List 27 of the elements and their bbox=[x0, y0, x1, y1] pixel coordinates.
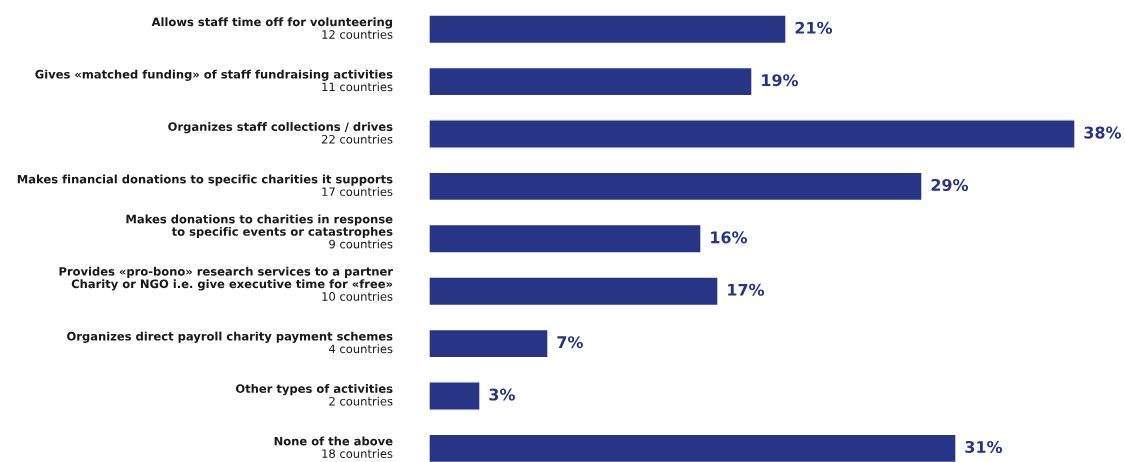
data-label: 29% bbox=[931, 178, 969, 192]
bar bbox=[429, 223, 702, 254]
y-tick-label: Provides «pro-bono» research services to a partner Charity or NGO i.e. give executive time for «free» 10 countries bbox=[59, 266, 393, 301]
data-label: 17% bbox=[728, 283, 765, 296]
bar bbox=[429, 381, 481, 411]
data-label: 31% bbox=[965, 440, 1003, 454]
bar bbox=[429, 14, 787, 45]
y-tick-label: Gives «matched funding» of staff fundraising activities 11 countries bbox=[35, 69, 393, 92]
bar bbox=[429, 433, 957, 462]
data-label: 16% bbox=[711, 231, 748, 244]
y-tick-label: Organizes direct payroll charity payment schemes 4 countries bbox=[67, 331, 393, 354]
data-label: 38% bbox=[1084, 126, 1122, 139]
bar bbox=[429, 66, 753, 97]
data-label: 7% bbox=[557, 336, 583, 349]
y-tick-label: Makes financial donations to specific charities it supports 17 countries bbox=[17, 174, 393, 197]
data-label: 21% bbox=[795, 21, 833, 34]
bar bbox=[429, 171, 923, 202]
y-tick-label: Organizes staff collections / drives 22 countries bbox=[168, 122, 393, 144]
bar bbox=[429, 276, 719, 307]
bar bbox=[429, 119, 1076, 149]
y-tick-label: Allows staff time off for volunteering 12 countries bbox=[151, 17, 393, 39]
bar bbox=[429, 328, 549, 359]
y-tick-label: None of the above 18 countries bbox=[274, 436, 393, 458]
data-label: 19% bbox=[762, 74, 799, 87]
data-label: 3% bbox=[489, 388, 515, 401]
y-tick-label: Makes donations to charities in response to specific events or catastrophes 9 countries bbox=[126, 214, 393, 249]
y-tick-label: Other types of activities 2 countries bbox=[235, 384, 393, 406]
